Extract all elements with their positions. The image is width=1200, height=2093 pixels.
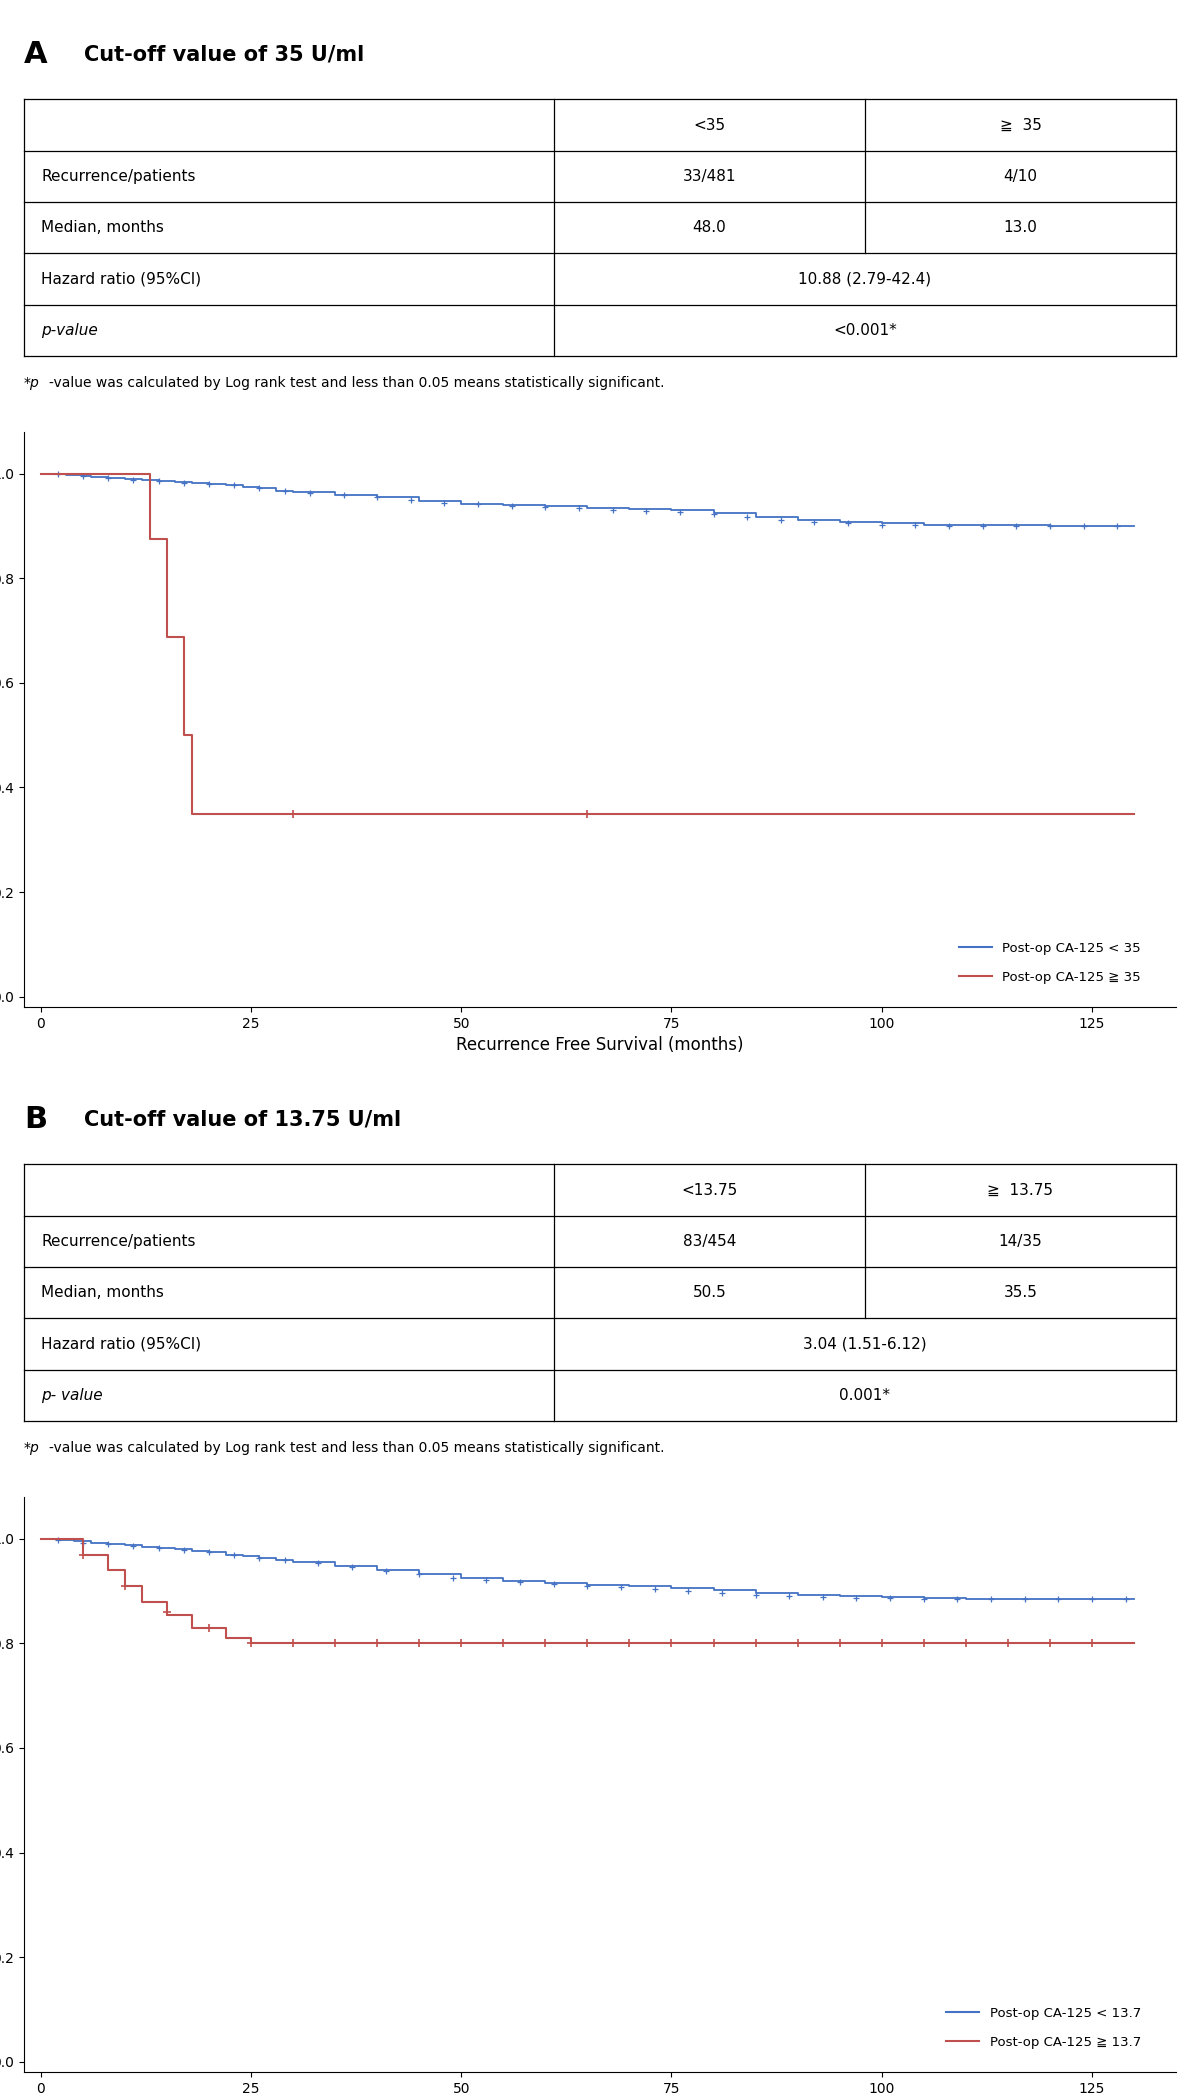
- Text: 13.0: 13.0: [1003, 220, 1038, 234]
- X-axis label: Recurrence Free Survival (months): Recurrence Free Survival (months): [456, 1036, 744, 1055]
- Text: 48.0: 48.0: [692, 220, 726, 234]
- Text: Hazard ratio (95%CI): Hazard ratio (95%CI): [41, 1337, 202, 1352]
- Text: Median, months: Median, months: [41, 220, 164, 234]
- Text: p- value: p- value: [41, 1388, 103, 1402]
- Text: *p: *p: [24, 377, 40, 389]
- Text: 50.5: 50.5: [692, 1285, 726, 1300]
- Legend: Post-op CA-125 < 35, Post-op CA-125 ≧ 35: Post-op CA-125 < 35, Post-op CA-125 ≧ 35: [954, 936, 1146, 990]
- Text: 10.88 (2.79-42.4): 10.88 (2.79-42.4): [798, 272, 931, 287]
- Text: 33/481: 33/481: [683, 170, 736, 184]
- Text: B: B: [24, 1105, 47, 1134]
- Text: -value was calculated by Log rank test and less than 0.05 means statistically si: -value was calculated by Log rank test a…: [49, 1440, 665, 1455]
- Text: p-value: p-value: [41, 322, 98, 337]
- Text: 83/454: 83/454: [683, 1235, 736, 1250]
- Text: Median, months: Median, months: [41, 1285, 164, 1300]
- Text: Hazard ratio (95%CI): Hazard ratio (95%CI): [41, 272, 202, 287]
- Legend: Post-op CA-125 < 13.7, Post-op CA-125 ≧ 13.7: Post-op CA-125 < 13.7, Post-op CA-125 ≧ …: [941, 2001, 1146, 2053]
- Text: Recurrence/patients: Recurrence/patients: [41, 170, 196, 184]
- Text: -value was calculated by Log rank test and less than 0.05 means statistically si: -value was calculated by Log rank test a…: [49, 377, 665, 389]
- Text: 3.04 (1.51-6.12): 3.04 (1.51-6.12): [803, 1337, 926, 1352]
- Text: Recurrence/patients: Recurrence/patients: [41, 1235, 196, 1250]
- Text: 35.5: 35.5: [1003, 1285, 1038, 1300]
- Text: ≧  35: ≧ 35: [1000, 117, 1042, 132]
- Text: 4/10: 4/10: [1003, 170, 1038, 184]
- Text: 14/35: 14/35: [998, 1235, 1043, 1250]
- Text: A: A: [24, 40, 48, 69]
- Text: Cut-off value of 13.75 U/ml: Cut-off value of 13.75 U/ml: [84, 1109, 401, 1130]
- Text: ≧  13.75: ≧ 13.75: [988, 1183, 1054, 1197]
- Text: <0.001*: <0.001*: [833, 322, 896, 337]
- Text: *p: *p: [24, 1440, 40, 1455]
- Text: Cut-off value of 35 U/ml: Cut-off value of 35 U/ml: [84, 44, 364, 65]
- Text: <35: <35: [694, 117, 726, 132]
- Text: 0.001*: 0.001*: [840, 1388, 890, 1402]
- Text: <13.75: <13.75: [682, 1183, 738, 1197]
